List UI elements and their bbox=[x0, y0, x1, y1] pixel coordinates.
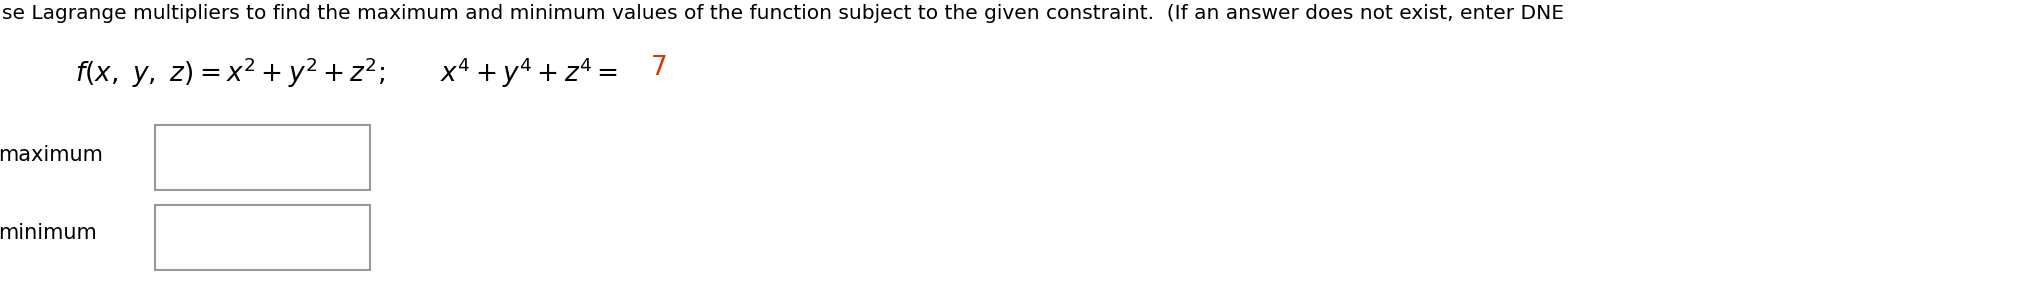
FancyBboxPatch shape bbox=[155, 205, 369, 270]
FancyBboxPatch shape bbox=[155, 125, 369, 190]
Text: se Lagrange multipliers to find the maximum and minimum values of the function s: se Lagrange multipliers to find the maxi… bbox=[2, 4, 1563, 23]
Text: $7$: $7$ bbox=[649, 55, 666, 81]
Text: $x^4 + y^4 + z^4 =$: $x^4 + y^4 + z^4 =$ bbox=[440, 55, 617, 90]
Text: $f(x,\ y,\ z) = x^2 + y^2 + z^2;$: $f(x,\ y,\ z) = x^2 + y^2 + z^2;$ bbox=[75, 55, 385, 90]
Text: minimum: minimum bbox=[0, 223, 97, 243]
Text: maximum: maximum bbox=[0, 145, 103, 165]
